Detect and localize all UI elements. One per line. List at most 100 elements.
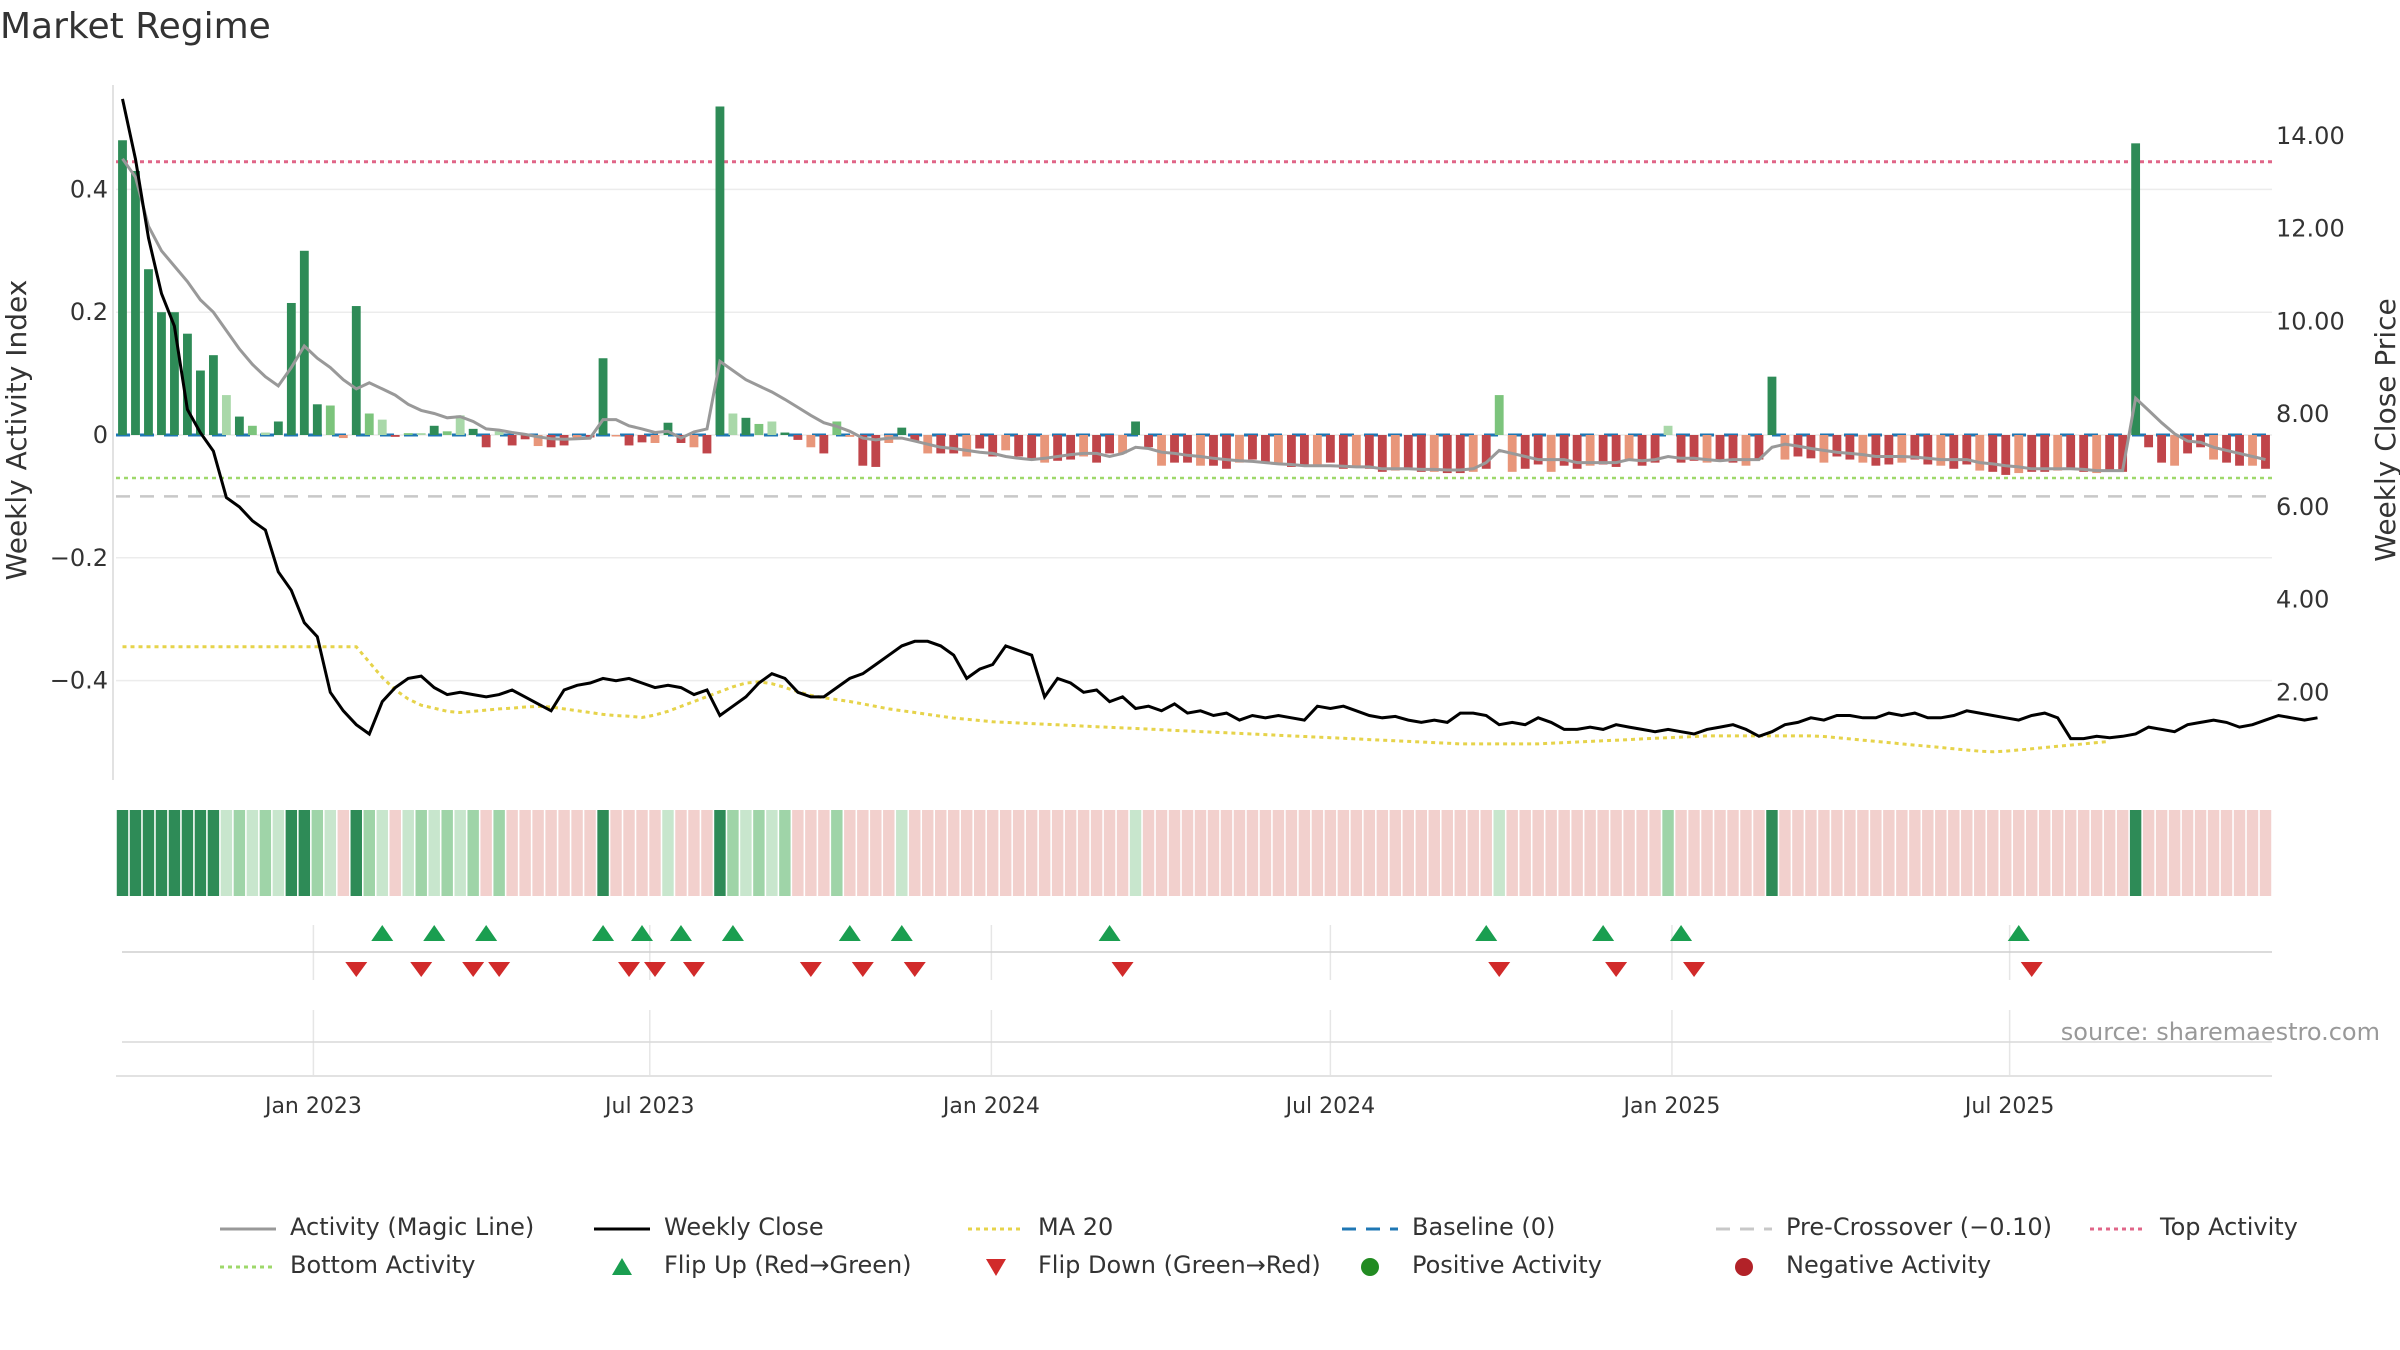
regime-strip-cell — [1779, 810, 1791, 896]
regime-strip-cell — [1168, 810, 1181, 896]
regime-strip-cell — [597, 810, 609, 896]
activity-bar — [2131, 143, 2141, 436]
flip-down-marker — [1605, 962, 1628, 977]
flip-down-marker — [1683, 962, 1706, 977]
regime-strip-cell — [714, 810, 726, 896]
left-tick-label: 0.4 — [70, 175, 108, 203]
activity-bar — [845, 435, 855, 437]
regime-strip-cell — [960, 810, 973, 896]
right-tick-label: 12.00 — [2276, 215, 2345, 243]
activity-bar — [1975, 435, 1985, 471]
activity-bar — [936, 435, 946, 454]
regime-strip-cell — [2194, 810, 2207, 896]
regime-strip-cell — [1441, 810, 1453, 896]
activity-bar — [1897, 435, 1907, 463]
regime-strip-cell — [1129, 810, 1142, 896]
regime-strip-cell — [935, 810, 947, 896]
regime-strip-cell — [922, 810, 934, 896]
regime-strip-cell — [129, 810, 142, 896]
legend-ma20: MA 20 — [968, 1213, 1342, 1241]
regime-strip-cell — [285, 810, 298, 896]
regime-strip-cell — [220, 810, 233, 896]
regime-strip-cell — [337, 810, 350, 896]
regime-strip-cell — [1597, 810, 1609, 896]
activity-bar — [1079, 435, 1089, 457]
activity-bar — [429, 425, 439, 435]
regime-strip-cell — [1688, 810, 1700, 896]
left-tick-label: 0 — [93, 421, 108, 449]
right-tick-label: 4.00 — [2276, 586, 2329, 614]
regime-strip-cell — [727, 810, 739, 896]
regime-strip-cell — [1844, 810, 1856, 896]
regime-strip-cell — [1909, 810, 1921, 896]
regime-strip-cell — [2129, 810, 2142, 896]
regime-strip-cell — [2077, 810, 2090, 896]
regime-strip-cell — [831, 810, 843, 896]
regime-strip-cell — [454, 810, 466, 896]
right-tick-label: 10.00 — [2276, 307, 2345, 335]
activity-bar — [507, 435, 517, 446]
activity-bar — [2248, 435, 2257, 466]
regime-strip-cell — [1922, 810, 1934, 896]
regime-strip-cell — [259, 810, 272, 896]
activity-bar — [2066, 435, 2076, 469]
flip-up-marker — [1670, 925, 1693, 941]
activity-bar — [572, 435, 582, 439]
regime-strip-cell — [1610, 810, 1622, 896]
regime-strip-cell — [1831, 810, 1843, 896]
legend-label: Positive Activity — [1412, 1251, 1602, 1279]
activity-bar — [455, 415, 465, 435]
activity-bar — [2040, 435, 2050, 472]
activity-bar — [1676, 435, 1686, 463]
activity-bar — [1455, 435, 1465, 474]
regime-strip-cell — [324, 810, 337, 896]
activity-bar — [325, 405, 335, 435]
regime-strip-cell — [1467, 810, 1479, 896]
activity-bar — [1351, 435, 1361, 466]
activity-bar — [2014, 435, 2024, 474]
regime-strip-cell — [168, 810, 181, 896]
flip-up-marker — [838, 925, 861, 941]
activity-bar — [1858, 435, 1868, 463]
activity-bar — [1248, 435, 1257, 460]
regime-strip-cell — [999, 810, 1012, 896]
activity-bar — [2170, 435, 2180, 466]
regime-strip-cell — [1571, 810, 1583, 896]
x-tick-label: Jan 2025 — [1622, 1094, 1721, 1119]
activity-bars — [118, 106, 2270, 475]
legend: Activity (Magic Line) Weekly Close MA 20… — [220, 1208, 2380, 1284]
regime-strip-cell — [1272, 810, 1285, 896]
activity-bar — [2053, 435, 2063, 471]
regime-strip-cell — [1480, 810, 1492, 896]
regime-strip-cell — [1012, 810, 1025, 896]
regime-strip-cell — [2181, 810, 2194, 896]
regime-strip-cell — [441, 810, 453, 896]
regime-strip-cell — [1285, 810, 1298, 896]
regime-strip-cell — [1818, 810, 1830, 896]
activity-bar — [118, 140, 127, 435]
activity-bar — [1014, 435, 1024, 457]
regime-strip-cell — [896, 810, 908, 896]
legend-label: MA 20 — [1038, 1213, 1114, 1241]
regime-strip-cell — [558, 810, 570, 896]
ma20-line — [122, 645, 2110, 754]
weekly-close-line — [121, 98, 2318, 741]
activity-bar — [1364, 435, 1374, 469]
regime-strip-cell — [532, 810, 544, 896]
legend-label: Negative Activity — [1786, 1251, 1992, 1279]
x-tick-label: Jul 2024 — [1284, 1094, 1376, 1119]
regime-strip-cell — [142, 810, 155, 896]
regime-strip-cell — [311, 810, 324, 896]
activity-bar — [1845, 435, 1855, 460]
gridlines — [116, 188, 2272, 1075]
activity-bar — [858, 435, 868, 466]
activity-bar — [131, 170, 140, 435]
activity-bar — [351, 306, 361, 435]
regime-strip-cell — [2155, 810, 2168, 896]
legend-label: Baseline (0) — [1412, 1213, 1556, 1241]
activity-bar — [1689, 435, 1699, 461]
legend-row-2: Bottom Activity Flip Up (Red→Green) Flip… — [220, 1246, 2380, 1284]
activity-bar — [1702, 435, 1712, 463]
regime-strip-cell — [973, 810, 986, 896]
regime-strip-cell — [1207, 810, 1220, 896]
